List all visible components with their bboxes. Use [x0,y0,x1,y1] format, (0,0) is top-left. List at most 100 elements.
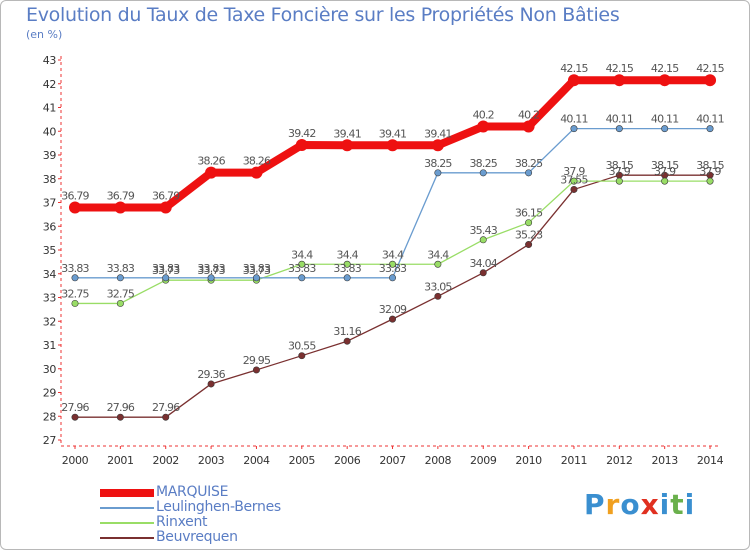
line-chart: 27 28 29 30 31 32 33 34 35 36 37 38 39 40 41 42 43 2000 20… [43,54,726,467]
data-label: 36.79 [152,189,180,202]
data-label: 32.09 [379,303,407,316]
data-point [570,125,578,133]
y-tick-label: 40 [43,125,57,138]
legend-swatch [100,522,154,524]
data-point-marquise [386,139,399,152]
data-point [570,185,578,193]
data-point [116,413,124,421]
data-point-marquise [431,139,444,152]
data-label: 40.2 [473,109,494,122]
data-label: 37.9 [563,165,585,178]
data-label: 36.79 [61,189,89,202]
data-label: 33.73 [152,264,180,277]
data-point [389,315,397,323]
data-label: 35.43 [469,224,497,237]
data-point [661,125,669,133]
series-line-3 [74,174,711,418]
data-point [298,260,306,268]
legend-label: MARQUISE [156,484,229,500]
logo-letter: i [659,488,671,521]
x-tick-label: 2007 [379,454,406,467]
data-point [661,177,669,185]
data-label: 42.15 [606,62,634,75]
data-point [389,260,397,268]
data-label: 38.15 [651,159,679,172]
data-label: 33.83 [107,262,135,275]
data-label: 37.9 [654,165,676,178]
y-tick-label: 36 [43,220,57,233]
data-point [479,169,487,177]
data-label: 38.26 [243,155,271,168]
data-point-marquise [704,74,717,87]
data-point [343,337,351,345]
data-label: 32.75 [61,287,89,300]
data-label: 33.83 [288,262,316,275]
data-point [434,260,442,268]
data-label: 42.15 [560,62,588,75]
y-unit-label: (en %) [26,28,63,41]
data-point [525,219,533,227]
x-tick-label: 2000 [62,454,89,467]
data-point [479,269,487,277]
x-tick-label: 2011 [561,454,587,467]
y-tick-label: 30 [43,363,57,376]
x-tick-label: 2003 [198,454,225,467]
x-tick-label: 2013 [651,454,678,467]
data-point [525,241,533,249]
x-tick-label: 2001 [107,454,133,467]
data-point-marquise [114,201,127,214]
data-label: 33.73 [243,264,271,277]
data-label: 40.11 [651,113,679,126]
data-point-marquise [613,74,626,87]
data-point [525,169,533,177]
logo-letter: t [670,488,685,521]
x-tick-label: 2010 [515,454,542,467]
legend-swatch [100,537,154,539]
y-tick-label: 34 [43,268,57,281]
data-label: 30.55 [288,340,316,353]
logo-letter: i [684,488,696,521]
data-point-marquise [159,201,172,214]
series-points [69,74,717,421]
data-label: 40.11 [606,113,634,126]
data-label: 34.04 [469,257,497,270]
axes: 27 28 29 30 31 32 33 34 35 36 37 38 39 40 41 42 43 2000 20… [43,54,724,467]
logo-letter: o [620,488,641,521]
data-point [116,299,124,307]
data-point-marquise [295,139,308,152]
data-label: 38.15 [606,159,634,172]
data-label: 33.83 [152,262,180,275]
data-point [116,274,124,282]
x-tick-label: 2014 [697,454,724,467]
data-point [252,366,260,374]
data-point-marquise [567,74,580,87]
chart-title: Evolution du Taux de Taxe Foncière sur l… [26,4,620,26]
data-label: 27.96 [107,401,135,414]
data-point [434,292,442,300]
y-tick-label: 37 [43,197,57,210]
data-label: 29.95 [243,354,271,367]
data-label: 35.23 [515,229,543,242]
data-label: 36.15 [515,207,543,220]
data-point [71,299,79,307]
x-tick-label: 2012 [606,454,632,467]
logo-letter: P [584,488,606,521]
y-tick-label: 31 [43,339,56,352]
data-point [479,236,487,244]
legend-label: Leulinghen-Bernes [156,499,281,515]
data-point-marquise [341,139,354,152]
data-label: 38.26 [197,155,225,168]
data-point-marquise [205,166,218,179]
data-label: 39.41 [333,127,361,140]
data-point-marquise [477,120,490,133]
series-labels: 27.96 27.96 27.96 29.36 29.95 30.55 31.16 32.09… [61,62,725,414]
data-label: 33.83 [243,262,271,275]
y-tick-label: 29 [43,387,57,400]
data-label: 33.05 [424,280,452,293]
data-point [298,352,306,360]
y-tick-label: 42 [43,78,56,91]
data-point [706,125,714,133]
data-label: 38.25 [515,157,543,170]
y-tick-label: 41 [43,102,56,115]
